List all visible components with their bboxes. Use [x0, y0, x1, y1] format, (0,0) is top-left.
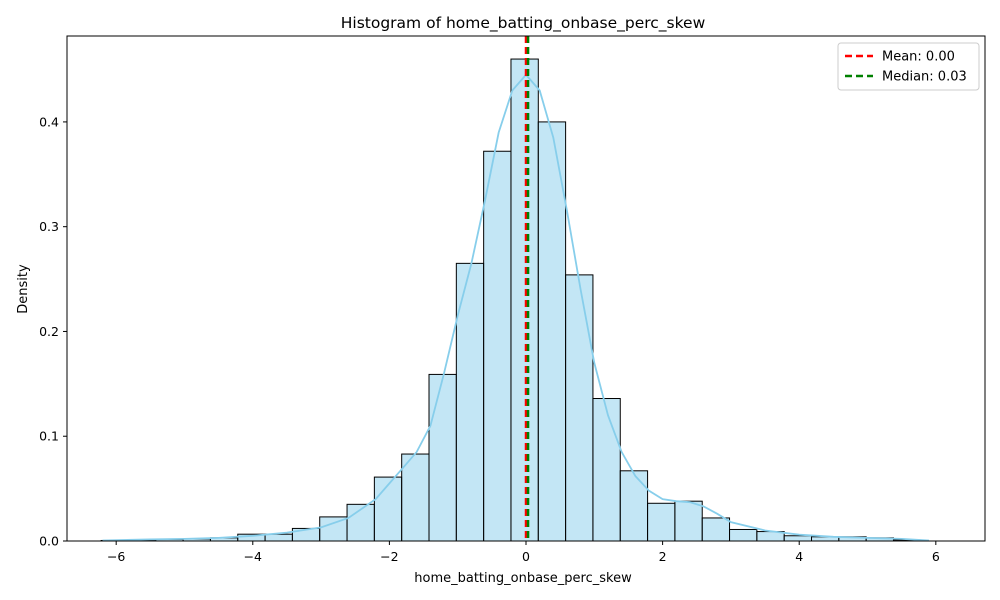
histogram-bar	[619, 470, 649, 542]
kde-curve	[102, 73, 930, 542]
x-tick-label: 4	[795, 549, 803, 564]
histogram-bar	[729, 528, 758, 542]
histogram-bar	[455, 262, 485, 542]
x-axis-ticks: −6 −4 −2 0 2 4 6	[107, 541, 940, 564]
y-axis-ticks: 0.0 0.1 0.2 0.3 0.4	[39, 114, 67, 549]
x-tick-label: 0	[522, 549, 530, 564]
histogram-bar	[428, 373, 457, 542]
histogram-bar	[264, 533, 293, 542]
y-axis-label: Density	[16, 264, 31, 314]
legend-box	[837, 42, 980, 91]
y-tick-label: 0.3	[39, 219, 59, 234]
y-tick-label: 0.0	[39, 534, 59, 549]
x-tick-label: −2	[380, 549, 398, 564]
histogram-bar	[483, 150, 512, 542]
bars-group	[100, 58, 922, 542]
legend-label: Median: 0.03	[882, 70, 967, 85]
histogram-bar	[565, 274, 594, 542]
y-tick-label: 0.1	[39, 429, 59, 444]
histogram-bar	[674, 500, 703, 542]
y-tick-label: 0.4	[39, 114, 59, 129]
stat-lines-group	[524, 36, 530, 541]
x-axis-label: home_batting_onbase_perc_skew	[414, 571, 632, 586]
x-tick-label: 6	[932, 549, 940, 564]
histogram-bar	[701, 517, 731, 542]
legend-label: Mean: 0.00	[882, 50, 955, 65]
histogram-bar	[401, 453, 430, 542]
x-tick-label: 2	[659, 549, 667, 564]
histogram-bar	[592, 398, 621, 542]
histogram-bar	[647, 502, 676, 542]
chart-title: Histogram of home_batting_onbase_perc_sk…	[341, 14, 706, 33]
histogram-bar	[510, 58, 539, 542]
histogram-bar	[373, 476, 403, 542]
histogram-bar	[783, 535, 813, 542]
legend: Mean: 0.00 Median: 0.03	[837, 42, 980, 91]
x-tick-label: −6	[107, 549, 125, 564]
x-tick-label: −4	[244, 549, 262, 564]
y-tick-label: 0.2	[39, 324, 59, 339]
